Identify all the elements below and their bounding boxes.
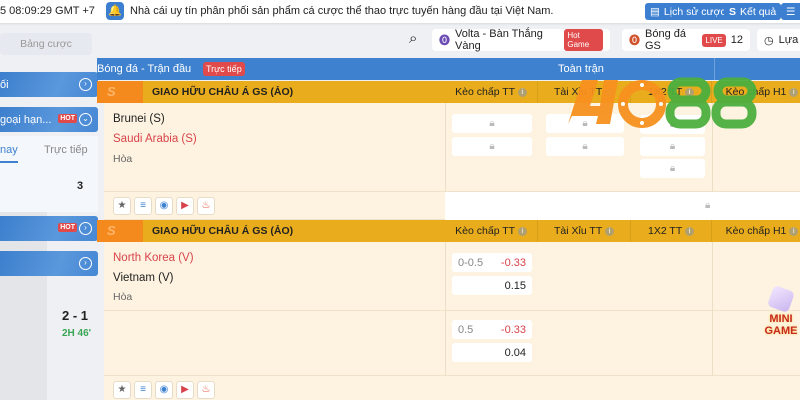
brand-watermark-logo: [568, 77, 757, 129]
full-match-label: Toàn trận: [558, 63, 604, 75]
odds-cell-home[interactable]: 0.5 -0.33: [452, 320, 532, 339]
logo-digits-88: [665, 77, 757, 129]
away-team[interactable]: Saudi Arabia (S): [113, 133, 197, 145]
odds-cell-away[interactable]: 0.15: [452, 276, 532, 295]
info-icon: i: [789, 87, 799, 97]
sport-header: Bóng đá - Trận đầu Trực tiếp Toàn trận: [97, 58, 800, 80]
clock-icon: ◷: [764, 34, 774, 47]
chip-volta[interactable]: ⓿ Volta - Bàn Thắng Vàng Hot Game: [432, 28, 610, 52]
lock-icon: 🔒︎: [640, 137, 705, 156]
lock-icon: 🔒︎: [452, 114, 532, 133]
sport-title: Bóng đá - Trận đầu: [97, 63, 192, 75]
league-name: GIAO HỮU CHÂU Á GS (ẢO): [152, 86, 294, 98]
star-icon[interactable]: ★: [113, 197, 131, 215]
league-row[interactable]: S GIAO HỮU CHÂU Á GS (ẢO) Kèo chấp TT i …: [97, 220, 800, 242]
lock-icon: 🔒︎: [640, 159, 705, 178]
search-icon[interactable]: ⌕: [409, 30, 418, 47]
sidebar-gutter: [0, 210, 47, 400]
col-handicap-h1: Kèo chấp H1 i: [712, 220, 800, 242]
hot-badge: HOT: [58, 223, 77, 232]
clipboard-icon: ▤: [650, 5, 660, 18]
tab-live[interactable]: Trực tiếp: [44, 144, 88, 156]
draw-label: Hòa: [113, 153, 133, 165]
dice-icon: [766, 284, 796, 314]
eye-icon[interactable]: ◉: [155, 381, 173, 399]
chevron-right-icon: ›: [79, 222, 92, 235]
chevron-right-icon: ›: [79, 78, 92, 91]
list-icon: ☰: [786, 5, 796, 18]
sidebar-item-2[interactable]: goại hạn... HOT ⌄: [0, 107, 98, 132]
soccer-icon: ⓿: [629, 35, 640, 47]
s-logo-icon: S: [729, 5, 737, 18]
sidebar-tabs: nay Trực tiếp 3: [0, 136, 98, 212]
top-bar: 5 08:09:29 GMT +7 🔔 Nhà cái uy tín phân …: [0, 0, 800, 23]
volta-icon: ⓿: [439, 35, 450, 47]
promo-text: MINI GAME: [764, 313, 798, 337]
bet-history-button[interactable]: ▤ Lịch sử cược: [645, 3, 731, 20]
notice-marquee: Nhà cái uy tín phân phối sản phẩm cá cượ…: [130, 5, 554, 17]
play-icon[interactable]: ▶: [176, 381, 194, 399]
col-1x2: 1X2 TT i: [631, 220, 712, 242]
match-icons: ★ ≡ ◉ ▶ ♨: [113, 381, 215, 399]
match-icons: ★ ≡ ◉ ▶ ♨: [113, 197, 215, 215]
fire-icon[interactable]: ♨: [197, 197, 215, 215]
mini-game-promo[interactable]: MINI GAME: [762, 284, 800, 348]
chevron-right-icon: ›: [79, 257, 92, 270]
info-icon: i: [604, 226, 614, 236]
league-name: GIAO HỮU CHÂU Á GS (ẢO): [152, 225, 294, 237]
home-team[interactable]: Brunei (S): [113, 113, 165, 125]
col-handicap: Kèo chấp TT i: [445, 220, 538, 242]
hot-badge: HOT: [58, 114, 77, 123]
info-icon: i: [789, 226, 799, 236]
match-score: 2 - 1: [62, 308, 89, 323]
chip-select[interactable]: ◷Lựa c: [757, 29, 800, 51]
play-icon[interactable]: ▶: [176, 197, 194, 215]
info-icon: i: [517, 226, 527, 236]
star-icon[interactable]: ★: [113, 381, 131, 399]
live-count: 3: [77, 180, 84, 192]
odds-cell-home[interactable]: 0-0.5 -0.33: [452, 253, 532, 272]
divider: [714, 58, 715, 80]
lock-icon: 🔒︎: [705, 200, 711, 211]
logo-digit-4: [568, 80, 618, 124]
chip-bong-da-gs[interactable]: ⓿ Bóng đá GS LIVE 12: [622, 28, 750, 52]
sidebar-item-3[interactable]: HOT ›: [0, 216, 98, 241]
lock-icon: 🔒︎: [452, 137, 532, 156]
locked-row: 🔒︎: [445, 192, 800, 220]
col-handicap: Kèo chấp TT i: [445, 81, 538, 103]
clock: 5 08:09:29 GMT +7: [0, 5, 95, 17]
info-icon: i: [684, 226, 694, 236]
bell-icon[interactable]: 🔔: [106, 2, 124, 20]
col-over-under: Tài Xỉu TT i: [538, 220, 631, 242]
logo-ring: [618, 80, 666, 128]
draw-label: Hòa: [113, 291, 133, 303]
results-button[interactable]: S Kết quả: [724, 3, 782, 20]
lock-icon: 🔒︎: [546, 137, 624, 156]
info-icon: i: [517, 87, 527, 97]
menu-button[interactable]: ☰: [781, 3, 800, 20]
sidebar-item-1[interactable]: ối ›: [0, 72, 98, 97]
league-logo: S: [97, 220, 143, 242]
database-icon[interactable]: ≡: [134, 197, 152, 215]
tab-today[interactable]: nay: [0, 144, 18, 163]
fire-icon[interactable]: ♨: [197, 381, 215, 399]
info-icon: i: [684, 87, 694, 97]
odds-cell-away[interactable]: 0.04: [452, 343, 532, 362]
chevron-down-icon: ⌄: [79, 113, 92, 126]
league-logo: S: [97, 81, 143, 103]
match-actions: [104, 376, 800, 400]
away-team[interactable]: Vietnam (V): [113, 272, 174, 284]
eye-icon[interactable]: ◉: [155, 197, 173, 215]
sidebar-item-4[interactable]: ›: [0, 251, 98, 276]
live-badge: Trực tiếp: [203, 62, 245, 76]
sidebar-search[interactable]: Bảng cược: [0, 33, 92, 55]
match-time: 2H 46': [62, 328, 92, 339]
home-team[interactable]: North Korea (V): [113, 252, 194, 264]
database-icon[interactable]: ≡: [134, 381, 152, 399]
